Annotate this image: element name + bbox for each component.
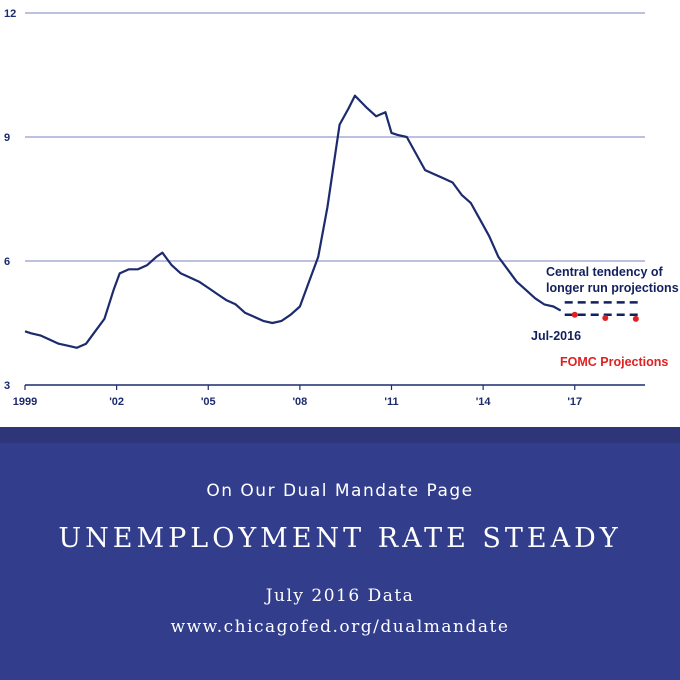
longer-run-label-line1: Central tendency of xyxy=(546,265,664,279)
y-tick-label-9: 9 xyxy=(4,132,10,144)
y-tick-label-6: 6 xyxy=(4,256,10,268)
y-tick-label-12: 12 xyxy=(4,8,16,20)
projection-point-2 xyxy=(632,315,639,322)
x-tick-label-'02: '02 xyxy=(109,396,124,408)
chart-area: 3 6 9 12 1999 '02 '05 '08 '11 '14 '17 Central tend… xyxy=(4,8,679,408)
annotation-layer: Central tendency of longer run projection… xyxy=(531,265,679,369)
axis-layer: 3 6 9 12 1999 '02 '05 '08 '11 '14 '17 xyxy=(4,8,645,408)
x-tick-label-'11: '11 xyxy=(384,396,398,408)
x-tick-label-'08: '08 xyxy=(292,396,307,408)
banner-headline: UNEMPLOYMENT RATE STEADY xyxy=(58,523,622,554)
projection-point-0 xyxy=(571,311,578,318)
series-line-0 xyxy=(24,94,562,349)
banner-data-line: July 2016 Data xyxy=(265,586,415,606)
x-tick-label-'17: '17 xyxy=(567,396,582,408)
banner-intro: On Our Dual Mandate Page xyxy=(206,481,474,501)
y-tick-label-3: 3 xyxy=(4,380,10,392)
projection-point-1 xyxy=(602,315,609,322)
longer-run-label-line2: longer run projections xyxy=(546,281,679,295)
banner-url[interactable]: www.chicagofed.org/dualmandate xyxy=(170,617,510,637)
grid-layer xyxy=(25,12,645,262)
x-tick-label-'14: '14 xyxy=(476,396,492,408)
x-tick-label-'05: '05 xyxy=(201,396,216,408)
divider-bar xyxy=(0,427,680,443)
x-tick-label-1999: 1999 xyxy=(13,396,37,408)
series-layer xyxy=(24,94,641,349)
projections-label: FOMC Projections xyxy=(560,355,668,369)
latest-point-label: Jul-2016 xyxy=(531,329,581,343)
unemployment-chart: 3 6 9 12 1999 '02 '05 '08 '11 '14 '17 Central tend… xyxy=(4,8,679,408)
banner: On Our Dual Mandate Page UNEMPLOYMENT RA… xyxy=(0,443,680,680)
